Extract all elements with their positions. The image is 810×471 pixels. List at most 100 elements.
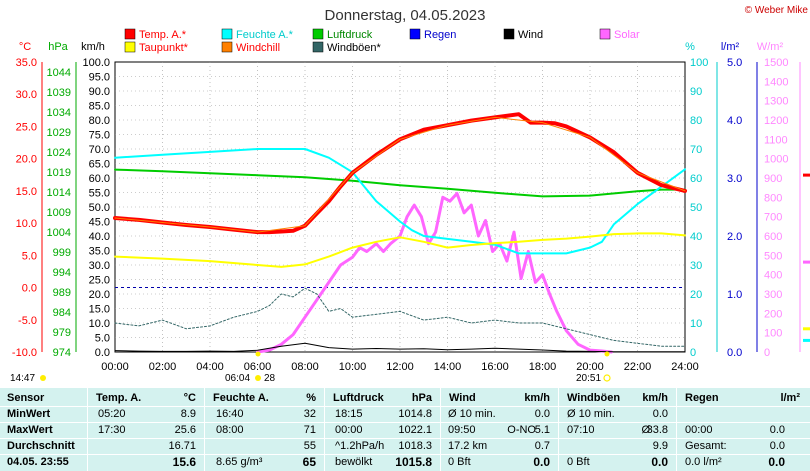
tick-label-x: 06:00 xyxy=(244,361,272,373)
tick-label-wm2: 300 xyxy=(764,289,782,301)
tick-label-kmh: 65.0 xyxy=(89,159,110,171)
tick-label-kmh: 35.0 xyxy=(89,246,110,258)
axis-unit-hpa: hPa xyxy=(48,41,68,53)
tick-label-percent: 10 xyxy=(690,318,702,330)
table-cell: 0.0 xyxy=(533,455,550,469)
axis-unit-lm2: l/m² xyxy=(721,41,740,53)
legend-swatch xyxy=(503,28,515,40)
table-cell: Gesamt: xyxy=(685,440,727,452)
tick-label-wm2: 1200 xyxy=(764,115,788,127)
tick-label-kmh: 20.0 xyxy=(89,289,110,301)
tick-label-lm2: 4.0 xyxy=(727,115,742,127)
legend-label: Luftdruck xyxy=(327,29,373,41)
legend-label: Windböen* xyxy=(327,42,382,54)
tick-label-wm2: 400 xyxy=(764,270,782,282)
table-cell: 15.6 xyxy=(172,455,196,469)
tick-label-kmh: 60.0 xyxy=(89,173,110,185)
table-cell: Ø xyxy=(641,424,650,436)
series-line-feuchte-a xyxy=(114,148,686,255)
sunset-marker-icon xyxy=(604,351,610,357)
legend-swatch xyxy=(409,28,421,40)
tick-label-celsius: 30.0 xyxy=(16,89,37,101)
legend-swatch xyxy=(124,28,136,40)
table-cell: 8.9 xyxy=(180,408,196,420)
tick-label-lm2: 5.0 xyxy=(727,57,742,69)
sunset-icon xyxy=(603,374,611,382)
legend-label: Windchill xyxy=(236,42,280,54)
tick-label-hpa: 974 xyxy=(53,347,71,359)
table-cell: 08:00 xyxy=(216,424,244,436)
tick-label-lm2: 3.0 xyxy=(727,173,742,185)
table-header-label: Regen xyxy=(685,392,719,404)
tick-label-celsius: 5.0 xyxy=(22,250,37,262)
tick-label-wm2: 1500 xyxy=(764,57,788,69)
legend-label: Regen xyxy=(424,29,456,41)
table-cell: 33.8 xyxy=(646,424,668,436)
tick-label-hpa: 1034 xyxy=(47,107,71,119)
table-cell: 65 xyxy=(302,455,316,469)
tick-label-celsius: 0.0 xyxy=(22,283,37,295)
tick-label-percent: 90 xyxy=(690,86,702,98)
table-cell: 0.0 xyxy=(769,424,785,436)
tick-label-kmh: 50.0 xyxy=(89,202,110,214)
tick-label-kmh: 80.0 xyxy=(89,115,110,127)
tick-label-lm2: 2.0 xyxy=(727,231,742,243)
tick-label-wm2: 500 xyxy=(764,250,782,262)
table-cell: 07:10 xyxy=(567,424,595,436)
tick-label-wm2: 1300 xyxy=(764,96,788,108)
series-line-windchill xyxy=(114,116,686,233)
tick-label-celsius: 20.0 xyxy=(16,154,37,166)
table-row-divider xyxy=(0,422,810,423)
table-row-label: Durchschnitt xyxy=(7,440,75,452)
legend-label: Feuchte A.* xyxy=(236,29,294,41)
series-line-wind xyxy=(114,342,686,353)
table-cell: 0.0 xyxy=(651,455,668,469)
tick-label-kmh: 5.0 xyxy=(95,333,110,345)
tick-label-x: 22:00 xyxy=(624,361,652,373)
legend-swatch xyxy=(312,28,324,40)
tick-label-wm2: 1400 xyxy=(764,76,788,88)
tick-label-hpa: 994 xyxy=(53,267,71,279)
tick-label-percent: 80 xyxy=(690,115,702,127)
tick-label-x: 04:00 xyxy=(196,361,224,373)
legend-swatch xyxy=(221,28,233,40)
tick-label-percent: 20 xyxy=(690,289,702,301)
tick-label-kmh: 45.0 xyxy=(89,217,110,229)
tick-label-kmh: 75.0 xyxy=(89,130,110,142)
tick-label-kmh: 25.0 xyxy=(89,275,110,287)
table-cell: 0.0 xyxy=(768,455,785,469)
tick-label-percent: 40 xyxy=(690,231,702,243)
tick-label-celsius: 35.0 xyxy=(16,57,37,69)
table-row-label: MaxWert xyxy=(7,424,53,436)
tick-label-hpa: 989 xyxy=(53,287,71,299)
table-cell: 05:20 xyxy=(98,408,126,420)
series-line-luftdruck xyxy=(114,168,686,198)
axis-unit-percent: % xyxy=(685,41,695,53)
table-cell: 0.0 xyxy=(652,408,668,420)
table-header-label: Temp. A. xyxy=(96,392,142,404)
tick-label-x: 00:00 xyxy=(101,361,129,373)
table-cell: 0.0 l/m² xyxy=(685,456,722,468)
series-line-taupunkt xyxy=(114,232,686,268)
tick-label-wm2: 800 xyxy=(764,192,782,204)
tick-label-wm2: 600 xyxy=(764,231,782,243)
tick-label-hpa: 1009 xyxy=(47,207,71,219)
sun-icon xyxy=(255,375,261,381)
table-cell: 32 xyxy=(303,408,316,420)
tick-label-kmh: 40.0 xyxy=(89,231,110,243)
table-row-divider xyxy=(0,438,810,439)
tick-label-celsius: -10.0 xyxy=(12,347,37,359)
tick-label-kmh: 85.0 xyxy=(89,101,110,113)
table-header-label: Feuchte A. xyxy=(213,392,269,404)
statistics-table xyxy=(0,388,810,471)
table-cell: 17.2 km xyxy=(448,440,488,452)
sun-icon xyxy=(40,375,46,381)
axis-unit-wm2: W/m² xyxy=(757,41,784,53)
tick-label-wm2: 1100 xyxy=(764,134,788,146)
table-header-label: Windböen xyxy=(567,392,621,404)
tick-label-celsius: 15.0 xyxy=(16,186,37,198)
table-header-unit: l/m² xyxy=(780,392,800,404)
table-cell: Ø 10 min. xyxy=(567,408,615,420)
axis-ticks: 35.0 30.0 25.0 20.0 15.0 10.0 5.0 0.0 -5.0 -10.0 1… xyxy=(12,57,801,373)
tick-label-hpa: 984 xyxy=(53,307,71,319)
